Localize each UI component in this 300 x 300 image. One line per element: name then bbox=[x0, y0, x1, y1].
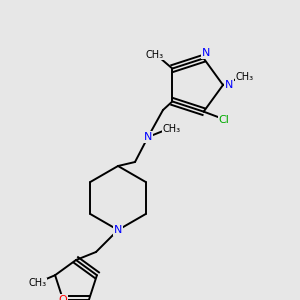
Text: CH₃: CH₃ bbox=[28, 278, 46, 288]
Text: Cl: Cl bbox=[218, 115, 229, 124]
Text: O: O bbox=[59, 295, 68, 300]
Text: N: N bbox=[144, 132, 152, 142]
Text: CH₃: CH₃ bbox=[145, 50, 164, 59]
Text: N: N bbox=[114, 225, 122, 235]
Text: N: N bbox=[225, 80, 233, 90]
Text: CH₃: CH₃ bbox=[163, 124, 181, 134]
Text: CH₃: CH₃ bbox=[236, 72, 254, 82]
Text: N: N bbox=[202, 48, 210, 59]
